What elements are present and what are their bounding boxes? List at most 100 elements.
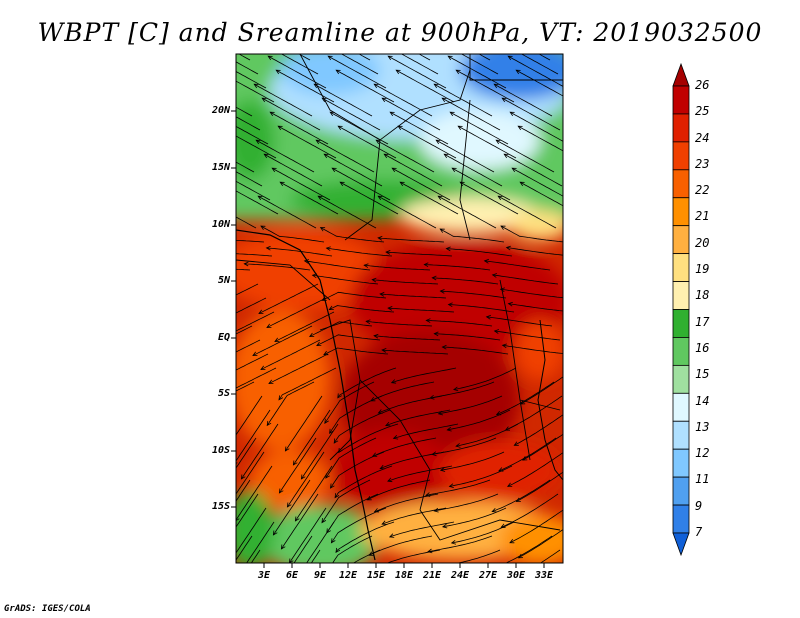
streamline [236,216,257,229]
streamline [289,507,327,563]
streamline [236,180,271,201]
streamline-arrow [260,225,266,231]
streamline-arrow [338,447,343,454]
streamline-arrow [268,379,274,384]
streamline [516,69,563,97]
streamline [250,549,261,563]
streamline-arrow [243,261,249,267]
lon-label-30e: 30E [506,570,526,581]
streamline [384,153,443,187]
streamline [378,195,437,229]
streamline [236,239,265,243]
streamline [236,253,273,257]
streamline-arrow [447,302,453,308]
streamline [309,321,373,337]
streamline-arrow [385,421,391,427]
streamline [338,423,399,453]
streamline-arrow [519,181,525,187]
streamline [500,288,563,299]
streamline [244,263,311,271]
streamline [522,433,563,461]
streamline [337,367,397,399]
streamline [424,264,491,271]
streamline [387,465,453,482]
streamline [391,367,457,384]
streamline-arrow [193,352,197,356]
streamline [272,167,331,201]
streamline [287,451,325,508]
streamline [460,54,499,75]
streamline-arrow [493,83,499,89]
streamline [494,330,561,341]
streamline-arrow [327,55,333,61]
streamline [393,423,459,439]
streamline-arrow [184,264,188,268]
streamline-arrow [274,337,280,342]
streamline [260,225,325,243]
streamline-arrow [255,139,261,145]
colorbar-label: 21 [695,209,710,224]
streamline [266,247,333,257]
streamline [398,125,457,159]
streamline [492,274,559,285]
streamline [268,353,329,384]
colorbar-segment [672,225,690,255]
streamline [336,69,395,103]
streamline-arrow [500,523,506,528]
lon-label-18e: 18E [394,570,414,581]
streamline-arrow [443,153,449,159]
streamline-arrow [275,587,279,591]
streamline-arrow [198,196,202,200]
streamline-arrow [218,126,222,130]
colorbar-segment [672,337,690,366]
streamline [434,333,501,341]
streamline-arrow [300,474,306,480]
streamline [325,437,377,479]
lat-label-20n: 20N [211,105,230,116]
lon-label-33e: 33E [534,570,554,581]
streamline-arrow [315,139,321,145]
streamline-arrow [311,273,317,279]
lat-ticks [231,110,236,508]
streamline [236,367,277,389]
streamline-arrow [491,508,497,513]
colorbar-segment [672,448,690,478]
streamline [340,181,399,215]
streamline [425,479,491,496]
streamline-arrow [433,331,439,337]
colorbar-label: 22 [695,183,710,198]
country-borders [236,54,563,541]
streamline [508,55,563,87]
streamline [378,237,445,243]
streamline-arrow [240,474,246,480]
streamline-arrow [202,98,206,102]
streamline-arrow [323,350,329,356]
streamline-arrow [437,195,443,201]
streamline-arrow [495,139,501,145]
streamline-arrow [377,235,383,241]
streamline-arrow [425,318,431,323]
streamline [501,493,559,528]
lat-label-eq: EQ [217,332,230,343]
streamline [449,465,513,487]
streamline-arrow [292,460,298,466]
streamline [518,125,563,152]
streamline [456,549,501,563]
streamline-arrow [198,236,202,240]
streamline [440,451,505,471]
streamline [447,409,511,431]
streamline-arrow [455,69,461,75]
streamline [400,181,459,215]
streamline [432,277,499,285]
colorbar-label: 12 [695,446,710,461]
streamline-arrow [447,55,453,61]
streamline-arrow [278,488,284,494]
streamline-arrow [500,42,504,46]
streamline [238,54,251,61]
streamline [316,334,381,346]
streamline-arrow [329,428,334,434]
streamline [440,228,505,243]
streamline-arrow [337,393,342,399]
streamline-arrow [446,426,452,432]
lat-label-15s: 15S [211,501,230,512]
